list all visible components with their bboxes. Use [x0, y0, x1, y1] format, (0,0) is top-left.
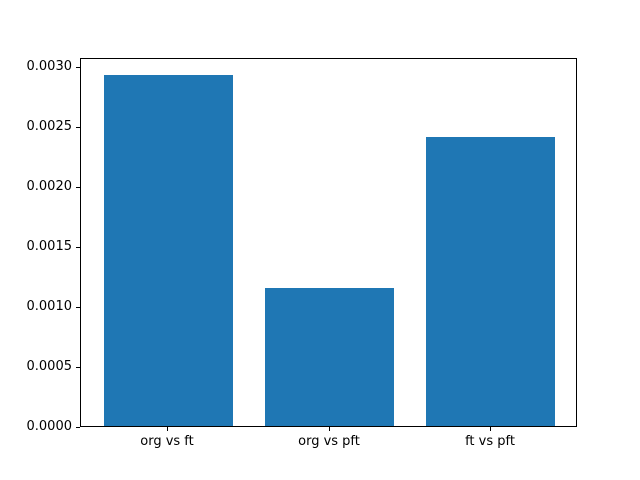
x-tick-mark	[329, 427, 330, 431]
bar-org-vs-ft	[103, 74, 233, 426]
x-tick-label: org vs pft	[298, 434, 360, 449]
y-tick-label: 0.0015	[26, 239, 73, 254]
y-tick-label: 0.0005	[26, 359, 73, 374]
y-tick-label: 0.0000	[26, 419, 73, 434]
y-tick-label: 0.0030	[26, 59, 73, 74]
y-tick-mark	[76, 307, 80, 308]
y-tick-mark	[76, 247, 80, 248]
x-tick-label: ft vs pft	[465, 434, 515, 449]
y-tick-mark	[76, 187, 80, 188]
y-tick-mark	[76, 367, 80, 368]
y-tick-mark	[76, 67, 80, 68]
y-tick-label: 0.0020	[26, 179, 73, 194]
x-tick-mark	[167, 427, 168, 431]
plot-area	[80, 58, 577, 427]
y-tick-mark	[76, 127, 80, 128]
y-tick-label: 0.0010	[26, 299, 73, 314]
y-tick-label: 0.0025	[26, 119, 73, 134]
x-tick-mark	[490, 427, 491, 431]
bar-ft-vs-pft	[426, 136, 556, 426]
bar-org-vs-pft	[264, 288, 395, 426]
x-tick-label: org vs ft	[140, 434, 194, 449]
y-tick-mark	[76, 427, 80, 428]
